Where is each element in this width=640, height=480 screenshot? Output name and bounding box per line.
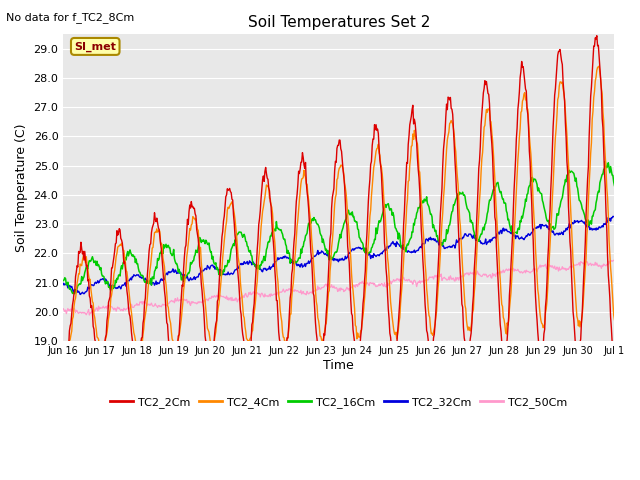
X-axis label: Time: Time	[323, 359, 354, 372]
Text: SI_met: SI_met	[74, 41, 116, 51]
Legend: TC2_2Cm, TC2_4Cm, TC2_16Cm, TC2_32Cm, TC2_50Cm: TC2_2Cm, TC2_4Cm, TC2_16Cm, TC2_32Cm, TC…	[106, 393, 572, 412]
Y-axis label: Soil Temperature (C): Soil Temperature (C)	[15, 123, 28, 252]
Text: No data for f_TC2_8Cm: No data for f_TC2_8Cm	[6, 12, 134, 23]
Title: Soil Temperatures Set 2: Soil Temperatures Set 2	[248, 15, 430, 30]
